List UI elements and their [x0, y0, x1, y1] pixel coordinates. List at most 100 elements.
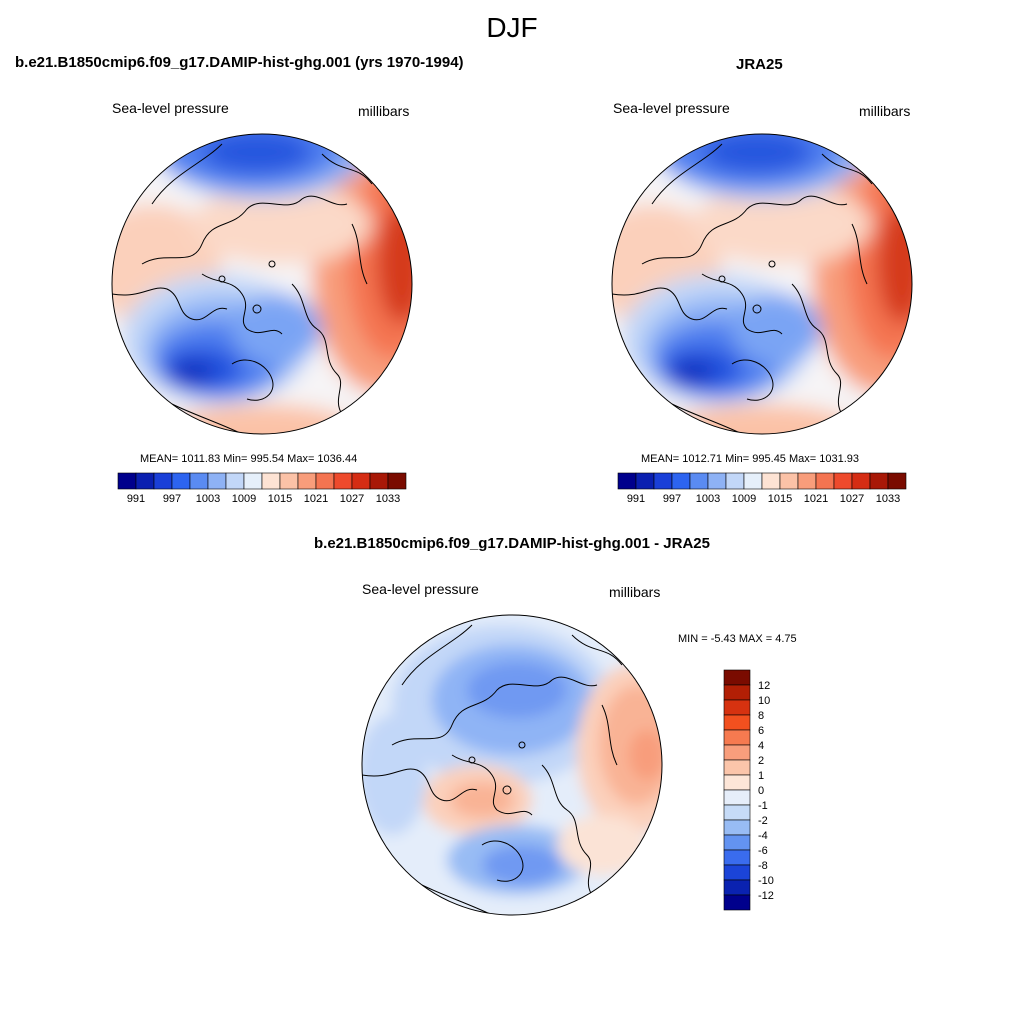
colorbar-swatch — [671, 472, 691, 490]
colorbar-swatch — [171, 472, 191, 490]
colorbar-tick-label: 1021 — [304, 493, 328, 505]
colorbar-tick-label: -1 — [758, 800, 768, 812]
map-obs-boundary — [611, 133, 913, 435]
colorbar-swatch — [723, 759, 751, 776]
colorbar-obs: 991 997 1003 1009 1015 1021 1027 1033 — [617, 472, 907, 505]
colorbar-tick-label: 997 — [663, 493, 681, 505]
main-title: DJF — [486, 12, 538, 43]
panel-diff-stats: MIN = -5.43 MAX = 4.75 — [678, 633, 797, 645]
colorbar-tick-label: 10 — [758, 695, 770, 707]
colorbar-swatch — [723, 789, 751, 806]
colorbar-tick-label: -8 — [758, 860, 768, 872]
colorbar-swatch — [689, 472, 709, 490]
colorbar-swatch — [369, 472, 389, 490]
colorbar-swatch — [869, 472, 889, 490]
colorbar-swatch — [723, 804, 751, 821]
colorbar-tick-label: 1021 — [804, 493, 828, 505]
colorbar-tick-label: -4 — [758, 830, 768, 842]
colorbar-swatch — [723, 669, 751, 686]
colorbar-model: 991 997 1003 1009 1015 1021 1027 1033 — [117, 472, 407, 505]
colorbar-swatch — [743, 472, 763, 490]
colorbar-swatch — [797, 472, 817, 490]
panel-diff-variable-label: Sea-level pressure — [362, 581, 479, 597]
panel-model-units-label: millibars — [358, 103, 410, 119]
colorbar-tick-label: -2 — [758, 815, 768, 827]
colorbar-tick-label: 1015 — [268, 493, 292, 505]
colorbar-tick-label: -10 — [758, 875, 774, 887]
colorbar-tick-label: 997 — [163, 493, 181, 505]
colorbar-swatch — [207, 472, 227, 490]
colorbar-swatch — [315, 472, 335, 490]
colorbar-tick-label: 6 — [758, 725, 764, 737]
colorbar-swatch — [351, 472, 371, 490]
colorbar-tick-label: 1027 — [340, 493, 364, 505]
colorbar-swatch — [761, 472, 781, 490]
panel-model-title: b.e21.B1850cmip6.f09_g17.DAMIP-hist-ghg.… — [15, 54, 464, 71]
panel-obs-variable-label: Sea-level pressure — [613, 100, 730, 116]
colorbar-swatch — [723, 864, 751, 881]
panel-obs-units-label: millibars — [859, 103, 911, 119]
colorbar-swatch — [387, 472, 407, 490]
colorbar-tick-label: 8 — [758, 710, 764, 722]
colorbar-swatch — [225, 472, 245, 490]
colorbar-swatch — [723, 729, 751, 746]
panel-diff-title: b.e21.B1850cmip6.f09_g17.DAMIP-hist-ghg.… — [314, 535, 710, 552]
colorbar-swatch — [635, 472, 655, 490]
colorbar-swatch — [189, 472, 209, 490]
colorbar-swatch — [135, 472, 155, 490]
colorbar-tick-label: 12 — [758, 680, 770, 692]
colorbar-swatch — [725, 472, 745, 490]
colorbar-swatch — [653, 472, 673, 490]
colorbar-tick-label: 1003 — [196, 493, 220, 505]
colorbar-swatch — [851, 472, 871, 490]
colorbar-swatch — [723, 834, 751, 851]
map-model-boundary — [111, 133, 413, 435]
colorbar-swatch — [815, 472, 835, 490]
map-diff-boundary — [361, 614, 663, 916]
colorbar-swatch — [887, 472, 907, 490]
panel-model-stats: MEAN= 1011.83 Min= 995.54 Max= 1036.44 — [140, 453, 358, 465]
colorbar-swatch — [723, 714, 751, 731]
colorbar-swatch — [707, 472, 727, 490]
panel-diff-units-label: millibars — [609, 584, 661, 600]
map-model-slp — [112, 134, 412, 434]
colorbar-swatch — [153, 472, 173, 490]
colorbar-tick-label: 1033 — [876, 493, 900, 505]
colorbar-tick-label: 0 — [758, 785, 764, 797]
colorbar-swatch — [243, 472, 263, 490]
colorbar-swatch — [333, 472, 353, 490]
colorbar-tick-label: -6 — [758, 845, 768, 857]
colorbar-swatch — [723, 879, 751, 896]
colorbar-swatch — [779, 472, 799, 490]
colorbar-swatch — [723, 684, 751, 701]
colorbar-swatch — [723, 774, 751, 791]
panel-obs-stats: MEAN= 1012.71 Min= 995.45 Max= 1031.93 — [641, 453, 860, 465]
colorbar-tick-label: 2 — [758, 755, 764, 767]
colorbar-swatch — [833, 472, 853, 490]
colorbar-swatch — [261, 472, 281, 490]
panel-obs-title: JRA25 — [736, 56, 783, 73]
colorbar-tick-label: 991 — [627, 493, 645, 505]
colorbar-tick-label: 1033 — [376, 493, 400, 505]
colorbar-swatch — [723, 894, 751, 911]
colorbar-swatch — [723, 699, 751, 716]
map-diff-slp — [362, 615, 662, 915]
map-obs-slp — [612, 134, 912, 434]
colorbar-tick-label: 1009 — [732, 493, 756, 505]
colorbar-swatch — [117, 472, 137, 490]
colorbar-tick-label: -12 — [758, 890, 774, 902]
panel-model-variable-label: Sea-level pressure — [112, 100, 229, 116]
colorbar-swatch — [617, 472, 637, 490]
colorbar-swatch — [723, 744, 751, 761]
colorbar-swatch — [279, 472, 299, 490]
colorbar-tick-label: 991 — [127, 493, 145, 505]
colorbar-tick-label: 4 — [758, 740, 764, 752]
colorbar-tick-label: 1015 — [768, 493, 792, 505]
colorbar-swatch — [297, 472, 317, 490]
colorbar-tick-label: 1003 — [696, 493, 720, 505]
colorbar-tick-label: 1 — [758, 770, 764, 782]
colorbar-swatch — [723, 819, 751, 836]
colorbar-tick-label: 1027 — [840, 493, 864, 505]
